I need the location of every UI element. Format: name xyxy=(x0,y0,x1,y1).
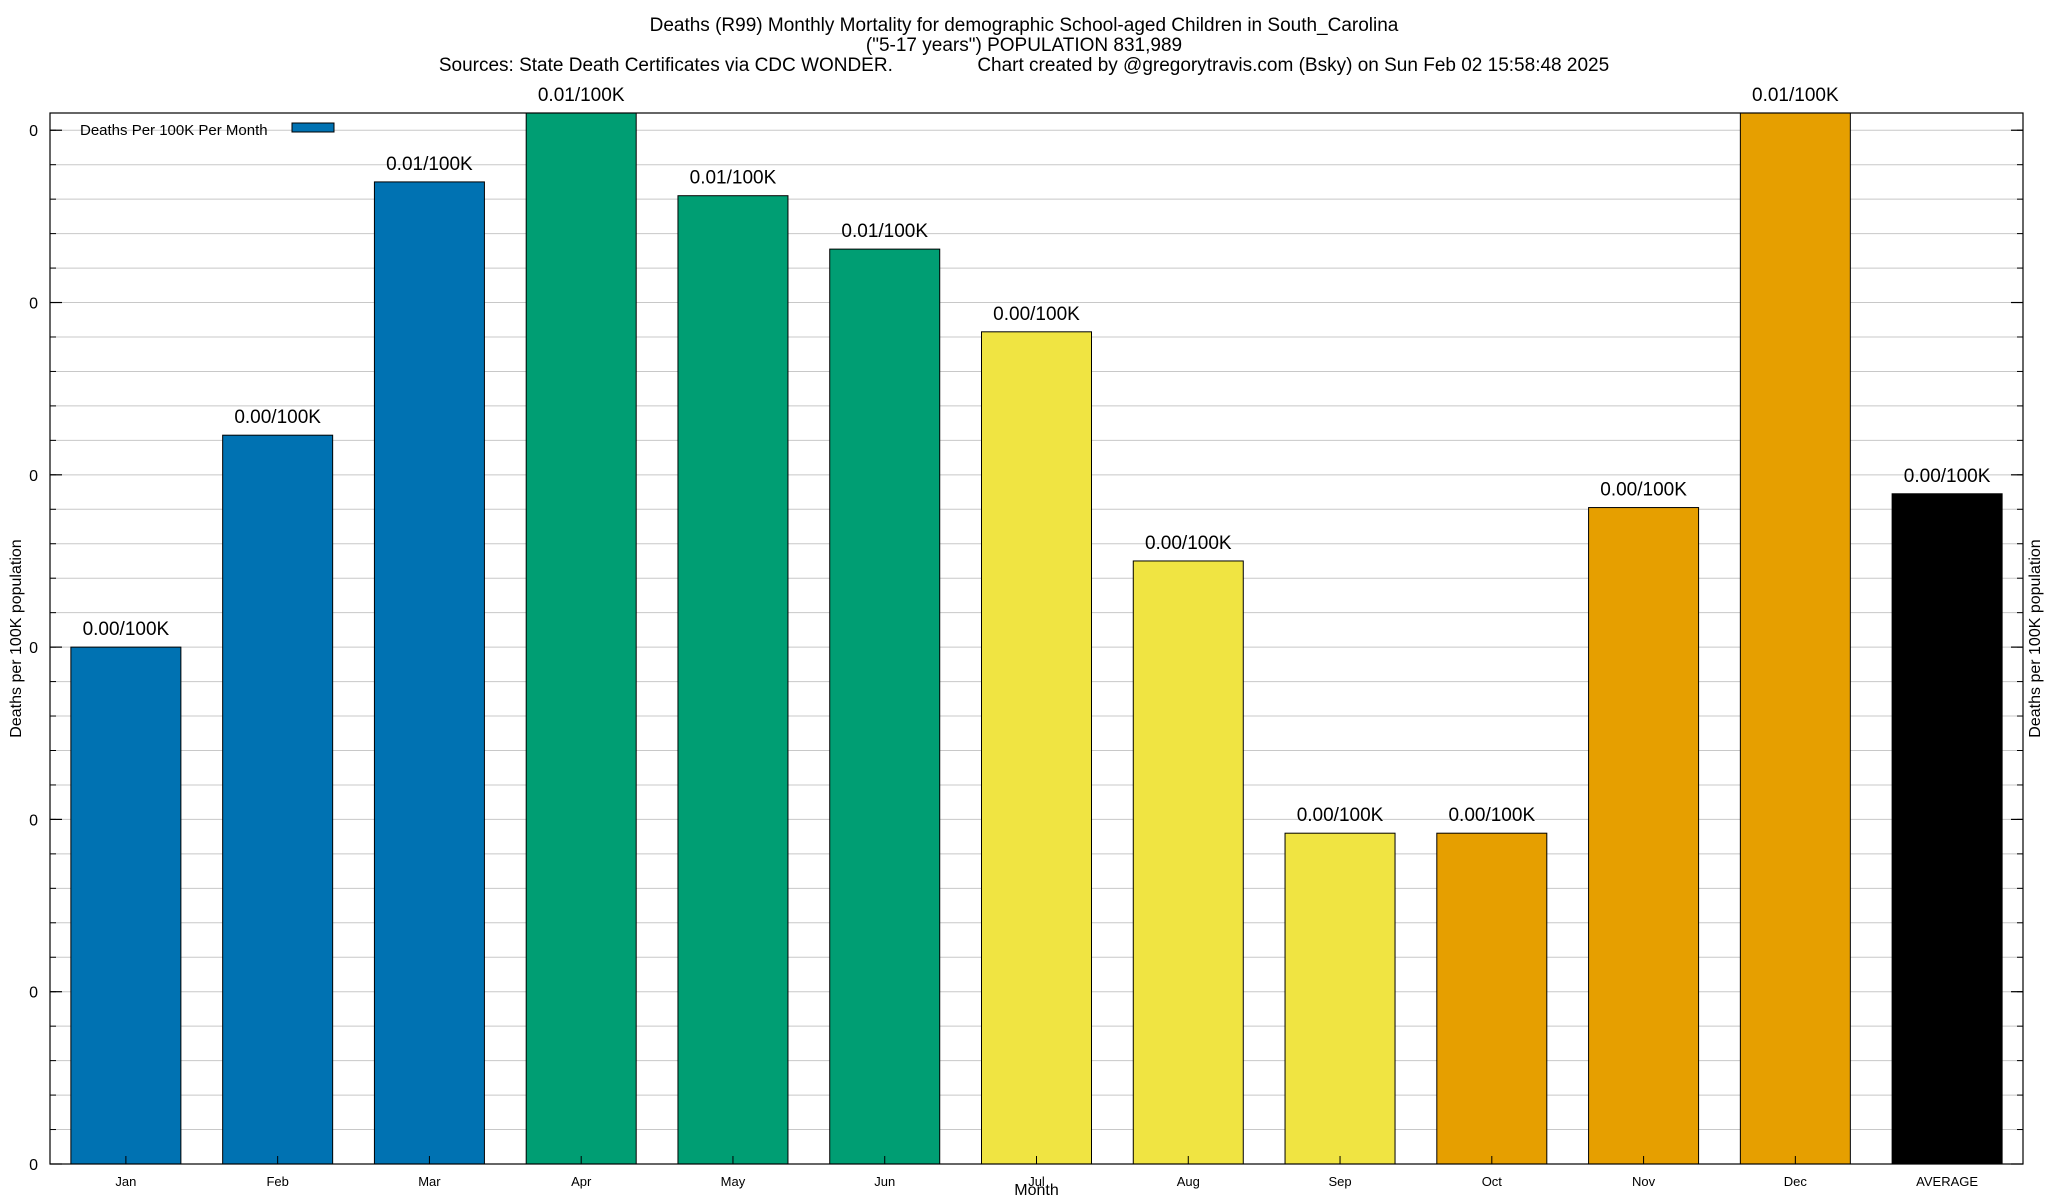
bar-data-label: 0.01/100K xyxy=(841,221,928,242)
bar-data-label: 0.00/100K xyxy=(1145,533,1232,554)
bar xyxy=(677,195,789,1165)
bar-data-label: 0.01/100K xyxy=(538,85,625,106)
bar xyxy=(1588,507,1700,1165)
bar-data-label: 0.01/100K xyxy=(386,154,473,175)
y-axis-label: Deaths per 100K population xyxy=(8,539,25,737)
bar xyxy=(1436,832,1548,1165)
chart-title-line: Sources: State Death Certificates via CD… xyxy=(439,55,1609,76)
x-tick-label: Jan xyxy=(115,1174,136,1189)
x-tick-label: Sep xyxy=(1328,1174,1351,1189)
bar xyxy=(70,646,182,1165)
chart-title-line: ("5-17 years") POPULATION 831,989 xyxy=(866,35,1182,56)
bar-data-label: 0.00/100K xyxy=(234,407,321,428)
legend-swatch xyxy=(291,122,335,133)
x-tick-label: Aug xyxy=(1177,1174,1200,1189)
x-tick-label: AVERAGE xyxy=(1916,1174,1978,1189)
x-axis-label: Month xyxy=(1014,1182,1058,1199)
y-tick-label: 0 xyxy=(29,1157,38,1174)
x-tick-label: Jun xyxy=(874,1174,895,1189)
bar xyxy=(1284,832,1396,1165)
y-axis-label-right: Deaths per 100K population xyxy=(2027,539,2044,737)
x-tick-label: May xyxy=(721,1174,746,1189)
x-tick-label: Mar xyxy=(418,1174,441,1189)
bar-data-label: 0.00/100K xyxy=(1600,480,1687,501)
chart-title-line: Deaths (R99) Monthly Mortality for demog… xyxy=(650,15,1399,36)
y-tick-label: 0 xyxy=(29,812,38,829)
bar-data-label: 0.00/100K xyxy=(993,304,1080,325)
y-tick-label: 0 xyxy=(29,985,38,1002)
bar xyxy=(373,181,485,1165)
legend-label: Deaths Per 100K Per Month xyxy=(80,122,268,139)
bar-data-label: 0.01/100K xyxy=(1752,85,1839,106)
bar xyxy=(525,112,637,1165)
plot-frame xyxy=(49,112,2024,1165)
x-tick-label: Oct xyxy=(1482,1174,1503,1189)
bar xyxy=(1739,112,1851,1165)
bar xyxy=(829,248,941,1165)
y-tick-label: 0 xyxy=(29,296,38,313)
y-tick-label: 0 xyxy=(29,123,38,140)
y-tick-label: 0 xyxy=(29,640,38,657)
x-tick-label: Feb xyxy=(266,1174,288,1189)
x-tick-label: Dec xyxy=(1784,1174,1808,1189)
bar xyxy=(1132,560,1244,1165)
bar xyxy=(981,331,1092,1165)
bar-data-label: 0.00/100K xyxy=(83,619,170,640)
bars-group xyxy=(70,112,2003,1165)
bar-data-label: 0.01/100K xyxy=(690,168,777,189)
bar-data-label: 0.00/100K xyxy=(1448,805,1535,826)
bar-data-label: 0.00/100K xyxy=(1297,805,1384,826)
bar-data-label: 0.00/100K xyxy=(1904,466,1991,487)
x-tick-label: Nov xyxy=(1632,1174,1656,1189)
bar xyxy=(222,434,334,1165)
x-tick-label: Apr xyxy=(571,1174,592,1189)
legend: Deaths Per 100K Per Month xyxy=(80,122,335,139)
y-tick-label: 0 xyxy=(29,468,38,485)
bar xyxy=(1891,493,2003,1165)
x-tick-label: Jul xyxy=(1028,1174,1045,1189)
